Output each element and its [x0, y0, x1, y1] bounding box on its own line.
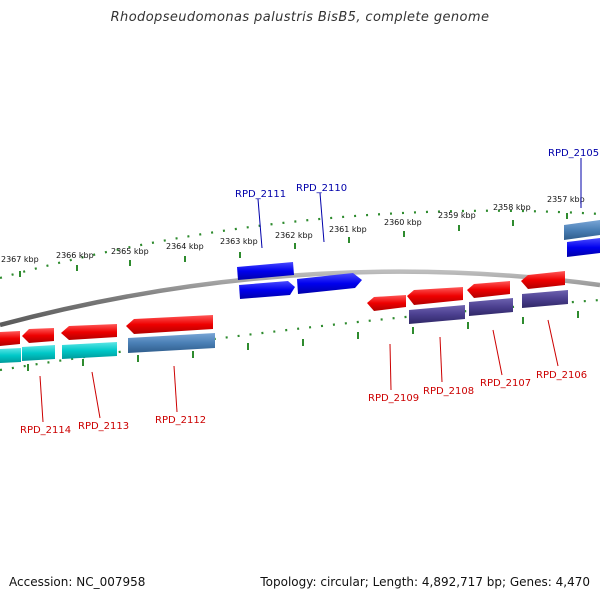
tick-label: 2358 kbp [493, 203, 531, 212]
gene-label-rpd-2111[interactable]: RPD_2111 [235, 189, 286, 200]
gene-label-rpd-2108[interactable]: RPD_2108 [423, 386, 474, 397]
inner-major-ticks [27, 311, 579, 371]
genome-backbone [0, 269, 600, 328]
accession-text: Accession: NC_007958 [9, 575, 146, 589]
gene-rpd-2109-arrow[interactable] [367, 295, 406, 311]
gene-rpd-2113-arrow[interactable] [61, 324, 117, 340]
tick-label: 2361 kbp [329, 225, 367, 234]
gene-rpd-2107-arrow[interactable] [467, 281, 510, 298]
gene-rpd-2108-feature [409, 305, 465, 324]
gene-label-rpd-2107[interactable]: RPD_2107 [480, 378, 531, 389]
tick-label: 2359 kbp [438, 211, 476, 220]
gene-label-rpd-2113[interactable]: RPD_2113 [78, 421, 129, 432]
gene-rpd-2111-feature[interactable] [239, 281, 295, 299]
reverse-features [0, 271, 568, 363]
tick-label: 2365 kbp [111, 247, 149, 256]
gene-rpd-2114-arrow[interactable] [22, 328, 54, 343]
tick-label: 2362 kbp [275, 231, 313, 240]
tick-label: 2357 kbp [547, 195, 585, 204]
outer-tick-track [0, 209, 600, 280]
tick-label: 2364 kbp [166, 242, 204, 251]
label-leaders [39, 158, 582, 423]
gene-label-rpd-2112[interactable]: RPD_2112 [155, 415, 206, 426]
gene-partial-left-feature [0, 348, 21, 363]
gene-label-rpd-2114[interactable]: RPD_2114 [20, 425, 71, 436]
tick-label: 2360 kbp [384, 218, 422, 227]
forward-features [237, 220, 600, 299]
outer-major-ticks [19, 213, 568, 277]
gene-label-rpd-2109[interactable]: RPD_2109 [368, 393, 419, 404]
tick-label: 2366 kbp [56, 251, 94, 260]
gene-rpd-2111-arrow[interactable] [237, 262, 294, 280]
gene-rpd-2113-feature [62, 342, 117, 359]
gene-label-rpd-2106[interactable]: RPD_2106 [536, 370, 587, 381]
gene-rpd-2112-arrow[interactable] [126, 315, 213, 334]
gene-rpd-2112-feature [128, 333, 215, 353]
map-title: Rhodopseudomonas palustris BisB5, comple… [110, 10, 490, 25]
tick-label: 2367 kbp [1, 255, 39, 264]
gene-rpd-2108-arrow[interactable] [407, 287, 463, 305]
gene-label-rpd-2110[interactable]: RPD_2110 [296, 183, 347, 194]
gene-rpd-2105-arrow[interactable] [567, 238, 600, 257]
gene-rpd-2105-feature [564, 220, 600, 240]
gene-rpd-2114-feature [22, 345, 55, 361]
gene-rpd-2107-feature [469, 298, 513, 316]
genome-summary-text: Topology: circular; Length: 4,892,717 bp… [260, 575, 590, 589]
gene-label-rpd-2105[interactable]: RPD_2105 [548, 148, 599, 159]
gene-rpd-2106-arrow[interactable] [521, 271, 565, 289]
gene-rpd-2106-feature [522, 290, 568, 308]
gene-partial-left-arrow [0, 331, 20, 346]
tick-label: 2363 kbp [220, 237, 258, 246]
gene-rpd-2110-arrow[interactable] [297, 273, 362, 294]
